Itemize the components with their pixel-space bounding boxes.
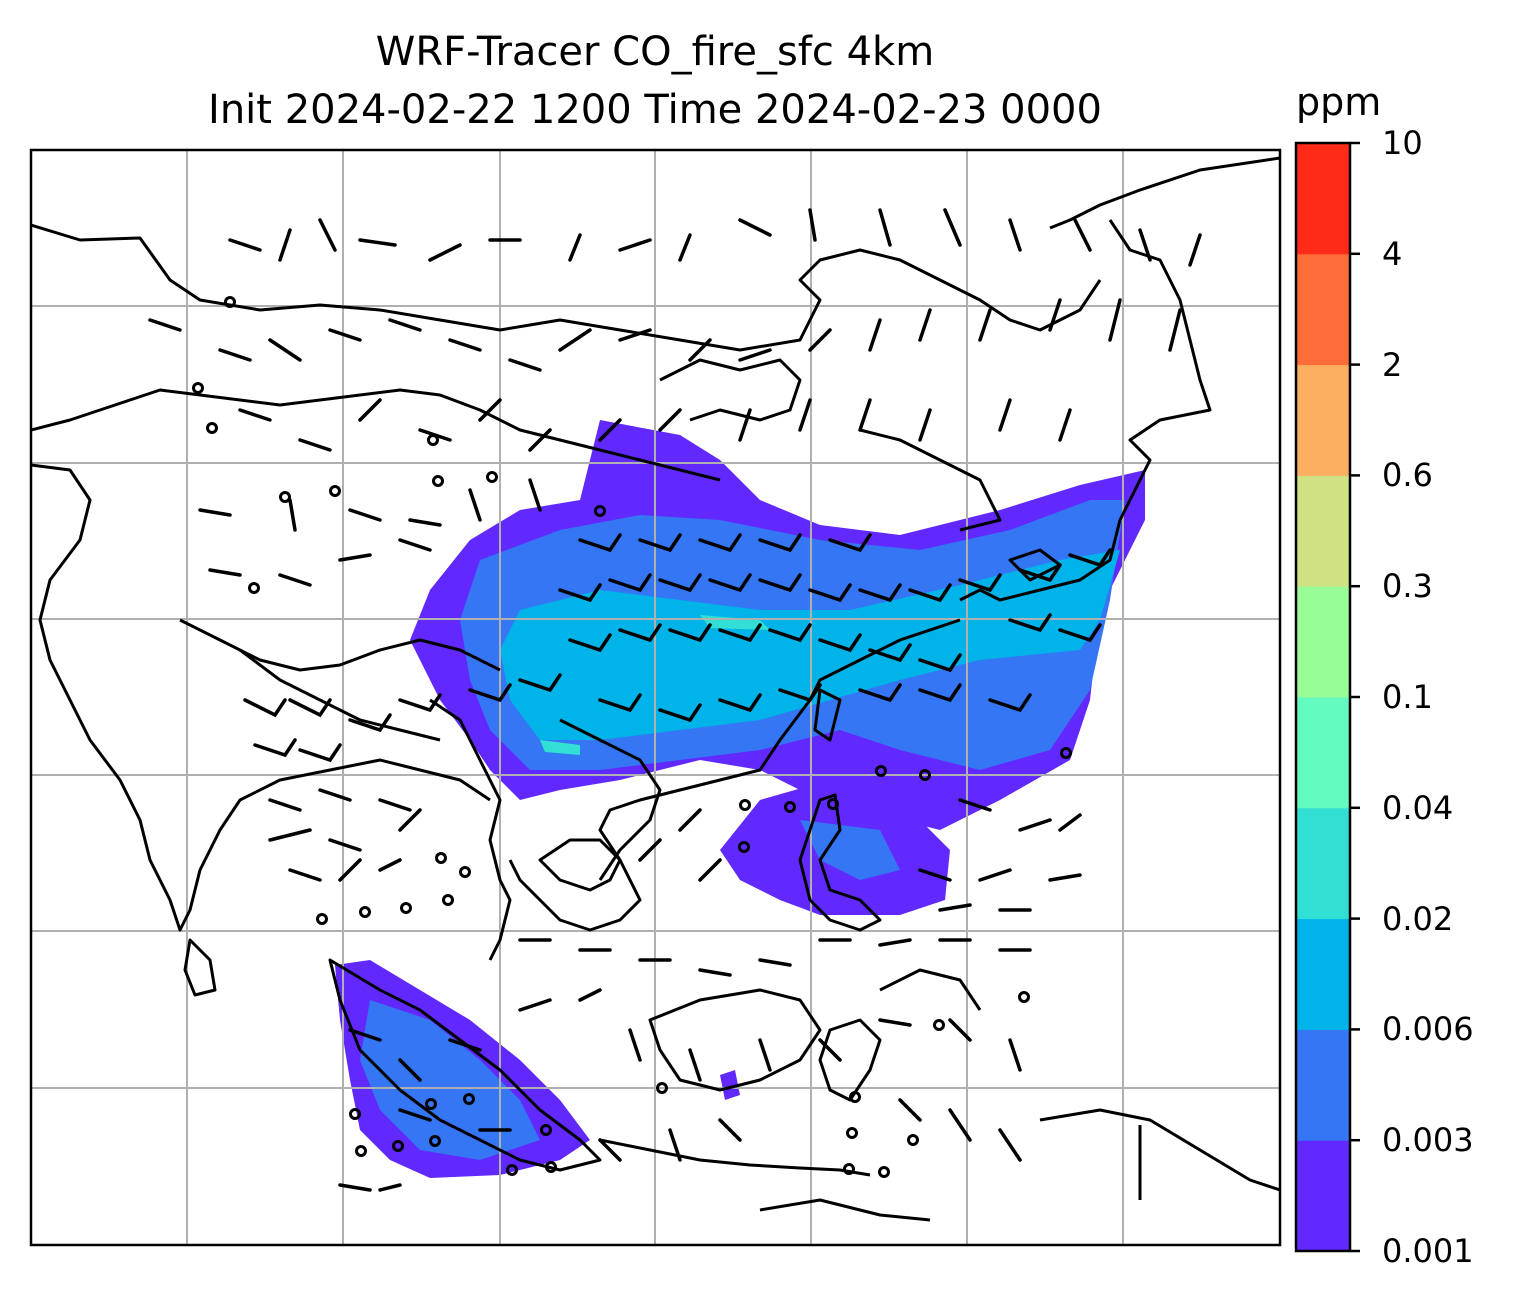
colorbar-band [1296, 1029, 1350, 1141]
coastlines [31, 156, 1280, 1222]
wind-barbs [148, 208, 1202, 1192]
colorbar-tick-label: 0.3 [1382, 567, 1433, 606]
colorbar-band [1296, 364, 1350, 476]
colorbar-tick-label: 0.003 [1382, 1121, 1474, 1160]
colorbar-tick-label: 0.04 [1382, 788, 1454, 827]
tracer-patch [720, 1070, 740, 1100]
colorbar-band [1296, 807, 1350, 920]
colorbar [1294, 141, 1360, 1253]
colorbar-band [1296, 253, 1350, 366]
calm-wind-circles [192, 296, 1072, 1178]
colorbar-band [1296, 1140, 1350, 1252]
colorbar-tick-label: 0.006 [1382, 1010, 1474, 1049]
colorbar-tick-label: 0.1 [1382, 678, 1433, 716]
colorbar-unit-label: ppm [1296, 80, 1382, 124]
colorbar-tick-label: 0.6 [1382, 456, 1433, 495]
map-frame [29, 148, 1282, 1247]
colorbar-band [1296, 475, 1350, 587]
colorbar-tick-label: 0.001 [1382, 1232, 1474, 1270]
map-area [31, 150, 1280, 1245]
tracer-plume-philippines [720, 780, 950, 915]
colorbar-band [1296, 586, 1350, 698]
colorbar-band [1296, 918, 1350, 1030]
colorbar-tick-label: 0.02 [1382, 899, 1454, 938]
colorbar-tick-label: 4 [1382, 234, 1403, 273]
tracer-plume-south [335, 960, 590, 1178]
colorbar-tick-label: 2 [1382, 345, 1403, 384]
map-title: WRF-Tracer CO_fire_sfc 4km [375, 29, 935, 75]
colorbar-band [1296, 697, 1350, 809]
colorbar-tick-label: 10 [1382, 124, 1423, 162]
map-subtitle: Init 2024-02-22 1200 Time 2024-02-23 000… [208, 87, 1102, 133]
colorbar-band [1296, 143, 1350, 255]
